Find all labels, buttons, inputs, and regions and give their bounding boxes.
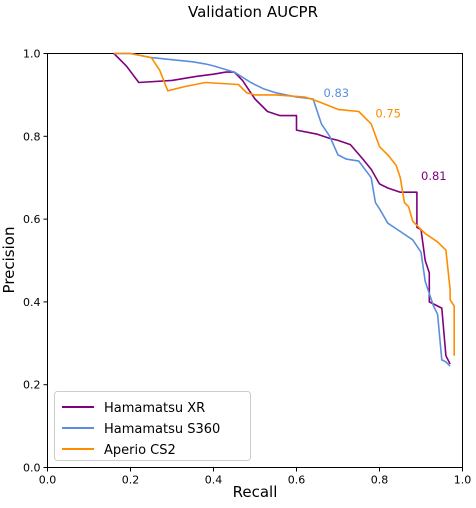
y-axis-label: Precision <box>0 227 18 294</box>
y-tick-label: 0.4 <box>23 296 41 309</box>
x-tick-label: 0.2 <box>122 474 140 487</box>
auc-label-aperio-cs2: 0.75 <box>375 107 401 121</box>
x-axis-label: Recall <box>233 483 278 501</box>
x-tick-label: 0.4 <box>205 474 223 487</box>
annotation-layer: 0.81 0.83 0.75 <box>323 86 446 183</box>
auc-label-hamamatsu-s360: 0.83 <box>323 86 349 100</box>
x-tick-label: 1.0 <box>454 474 472 487</box>
x-axis-ticks: 0.0 0.2 0.4 0.6 0.8 1.0 <box>39 467 472 487</box>
y-tick-label: 0.2 <box>23 379 41 392</box>
legend-label-hamamatsu-xr: Hamamatsu XR <box>104 401 205 416</box>
legend-label-aperio-cs2: Aperio CS2 <box>104 443 176 458</box>
x-tick-label: 0.6 <box>288 474 306 487</box>
series-line-aperio-cs2 <box>113 52 456 356</box>
legend-label-hamamatsu-s360: Hamamatsu S360 <box>104 422 220 437</box>
x-tick-label: 0.8 <box>371 474 389 487</box>
y-axis-ticks: 0.0 0.2 0.4 0.6 0.8 1.0 <box>23 48 48 475</box>
y-tick-label: 0.6 <box>23 213 41 226</box>
y-tick-label: 1.0 <box>23 48 41 61</box>
legend: Hamamatsu XR Hamamatsu S360 Aperio CS2 <box>54 391 251 461</box>
y-tick-label: 0.0 <box>23 462 41 475</box>
y-tick-label: 0.8 <box>23 130 41 143</box>
plot-frame <box>47 53 463 468</box>
x-tick-label: 0.0 <box>39 474 57 487</box>
series-line-hamamatsu-xr <box>113 52 451 365</box>
chart-title: Validation AUCPR <box>188 3 318 21</box>
legend-box <box>54 391 251 461</box>
series-layer <box>113 52 456 367</box>
auc-label-hamamatsu-xr: 0.81 <box>421 169 447 183</box>
series-line-hamamatsu-s360 <box>113 52 451 367</box>
